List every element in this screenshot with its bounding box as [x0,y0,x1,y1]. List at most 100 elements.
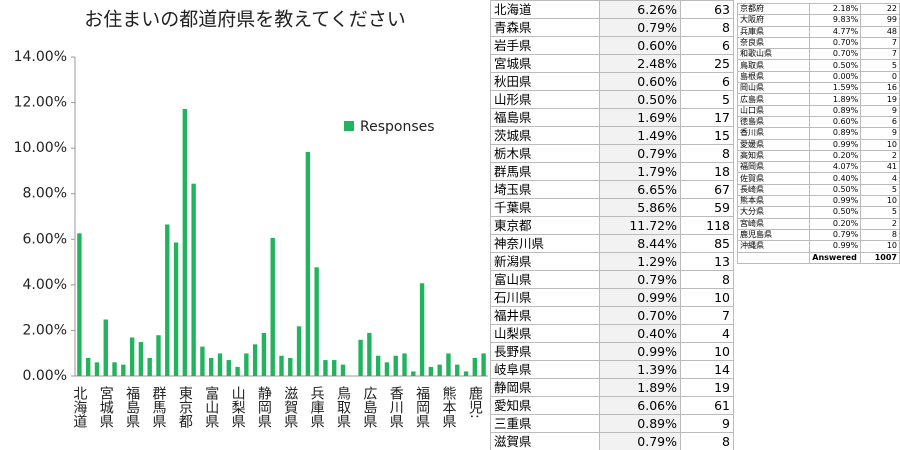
table-row: 岡山県 1.59% 16 [736,82,900,95]
table-cell: 10 [680,288,734,307]
table-cell: 1.39% [599,360,681,379]
table-cell: 10 [680,342,734,361]
table-row: 熊本県 0.99% 10 [736,195,900,208]
table-row: 群馬県 1.79% 18 [490,162,734,181]
table-cell: 岡山県 [736,82,811,95]
bar [411,371,416,376]
table-cell: 三重県 [490,414,600,433]
bar [191,183,196,376]
table-cell: 10 [860,138,900,151]
bar [235,366,240,376]
bar [165,224,170,376]
table-cell: 長崎県 [736,183,811,197]
table-row: 秋田県 0.60% 6 [490,72,734,91]
y-tick-label: 8.00% [23,186,67,202]
chart-title: お住まいの都道府県を教えてください [84,9,405,31]
bar [419,283,425,376]
table-cell: 高知県 [736,149,811,163]
table-cell: 0.60% [599,36,681,55]
bar [209,357,214,376]
table-cell: 8.44% [599,234,681,253]
table-cell: 福岡県 [736,161,811,174]
bar [472,357,478,376]
x-tick-label: 東京都 [177,386,193,428]
table-cell: 7 [860,48,900,61]
table-cell: 群馬県 [490,162,600,181]
table-cell: 1.89% [809,93,862,106]
table-cell: 85 [680,234,734,253]
bar [261,332,267,376]
table-cell: 0.79% [599,432,681,450]
table-cell: 岩手県 [490,36,600,55]
bar [437,364,442,376]
table-cell: 67 [680,180,734,199]
table-row: 愛知県 6.06% 61 [490,396,734,415]
bar [94,362,100,376]
table-cell: 0.79% [599,144,681,163]
table-cell: 熊本県 [736,195,811,208]
table-cell: 1.49% [599,126,681,145]
table-cell: 徳島県 [736,115,811,129]
bar [402,353,407,376]
chart: お住まいの都道府県を教えてください Responses 0.00% 2.00% 4.… [14,9,488,429]
bar [481,353,486,376]
table-cell: 8 [680,432,734,450]
bar [305,152,311,376]
table-row: 愛媛県 0.99% 10 [736,138,900,151]
bar [358,339,363,376]
table-row: 福岡県 4.07% 41 [736,161,900,174]
table-cell: 愛媛県 [736,138,811,151]
table-cell: 41 [860,161,900,174]
table-cell: 福島県 [490,108,600,127]
table-cell: 沖縄県 [736,240,811,253]
table-cell: 0.50% [599,90,681,109]
table-cell: 北海道 [490,0,600,19]
y-tick-label: 12.00% [14,95,67,111]
table-row: 長野県 0.99% 10 [490,342,734,361]
table-cell: 0.50% [809,206,862,219]
table-row: 静岡県 1.89% 19 [490,378,734,397]
table-cell: 茨城県 [490,126,600,145]
table-cell: 福井県 [490,306,600,325]
table-cell: 鹿児島県 [736,228,811,242]
bar [244,353,249,376]
table-row: 徳島県 0.60% 6 [736,115,900,129]
bar [279,355,284,376]
table-cell: 61 [680,396,734,415]
table-cell: 9 [680,414,734,433]
table-cell: 4.77% [809,25,862,38]
table-cell: 2.48% [599,54,681,73]
table-cell: 5 [860,59,900,72]
bar [446,353,451,376]
table-cell: 大分県 [736,206,811,219]
table-cell: 京都府 [736,2,811,16]
bar [270,237,275,376]
y-tick-label: 14.00% [14,49,67,65]
table-cell: 東京都 [490,216,600,235]
table-cell: 0.20% [809,217,862,230]
table-cell: 0.00% [809,70,862,84]
table-cell: 118 [680,216,734,235]
table-row: 茨城県 1.49% 15 [490,126,734,145]
table-row: 京都府 2.18% 22 [736,2,900,16]
bar [252,344,258,376]
table-cell: 2 [860,149,900,163]
x-tick-label: 広島県 [361,386,377,428]
x-tick-label: 北海道 [71,386,87,429]
table-cell: 島根県 [736,70,811,84]
table-cell: 5 [860,206,900,219]
y-tick-label: 10.00% [14,140,67,156]
table-cell: 0.60% [599,72,681,91]
table-cell: 香川県 [736,127,811,140]
table-row: 栃木県 0.79% 8 [490,144,734,163]
x-tick-label: 福島県 [124,386,140,428]
table-row: 青森県 0.79% 8 [490,18,734,37]
table-cell: 0.79% [599,270,681,289]
table-cell: 0.40% [599,324,681,343]
table-cell: 滋賀県 [490,432,600,450]
table-cell: 和歌山県 [736,48,811,61]
bar [463,371,469,376]
bar [77,233,82,376]
table-cell: 6.06% [599,396,681,415]
